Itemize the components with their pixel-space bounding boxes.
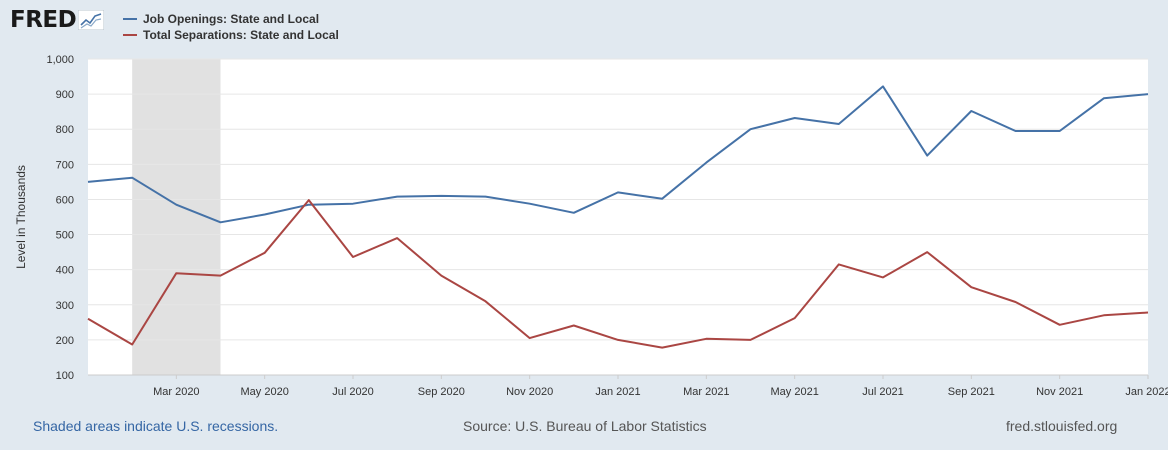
legend-item-openings: Job Openings: State and Local <box>123 11 339 27</box>
series-line-job-openings <box>87 85 1149 224</box>
line-chart: 100 200 300 400 500 600 700 800 900 1,000 Mar 2020… <box>14 54 1168 398</box>
x-tick-label: May 2021 <box>771 386 819 398</box>
fred-logo: FRED <box>10 7 105 33</box>
y-tick-label: 600 <box>56 194 74 206</box>
y-axis-label: Level in Thousands <box>14 165 28 269</box>
legend-label-openings: Job Openings: State and Local <box>143 12 320 26</box>
x-tick-label: Jan 2021 <box>595 386 640 398</box>
x-tick-label: Sep 2020 <box>418 386 465 398</box>
y-tick-label: 500 <box>56 230 74 242</box>
legend-swatch-openings <box>123 18 137 20</box>
series-line-total-separations <box>87 199 1149 349</box>
x-tick-label: Mar 2021 <box>683 386 729 398</box>
y-tick-label: 900 <box>56 89 74 101</box>
fred-chart-icon <box>78 10 105 30</box>
y-tick-label: 1,000 <box>46 54 74 66</box>
x-tick-label: Nov 2021 <box>1036 386 1083 398</box>
legend-label-separations: Total Separations: State and Local <box>143 28 339 42</box>
x-tick-label: May 2020 <box>241 386 289 398</box>
y-tick-label: 100 <box>56 370 74 382</box>
source-note: Source: U.S. Bureau of Labor Statistics <box>463 418 707 434</box>
y-tick-label: 300 <box>56 300 74 312</box>
legend-swatch-separations <box>123 34 137 36</box>
x-tick-label: Sep 2021 <box>948 386 995 398</box>
x-tick-label: Nov 2020 <box>506 386 553 398</box>
y-tick-label: 800 <box>56 124 74 136</box>
y-tick-label: 700 <box>56 159 74 171</box>
x-tick-label: Jan 2022 <box>1125 386 1168 398</box>
x-tick-label: Jul 2020 <box>332 386 374 398</box>
x-tick-label: Mar 2020 <box>153 386 199 398</box>
fred-logo-text: FRED <box>10 7 77 33</box>
x-tick-label: Jul 2021 <box>862 386 904 398</box>
legend-item-separations: Total Separations: State and Local <box>123 27 339 43</box>
recession-note: Shaded areas indicate U.S. recessions. <box>33 418 279 434</box>
y-tick-label: 200 <box>56 335 74 347</box>
site-link[interactable]: fred.stlouisfed.org <box>1006 418 1118 434</box>
chart-legend: Job Openings: State and Local Total Sepa… <box>123 11 339 43</box>
y-tick-label: 400 <box>56 265 74 277</box>
